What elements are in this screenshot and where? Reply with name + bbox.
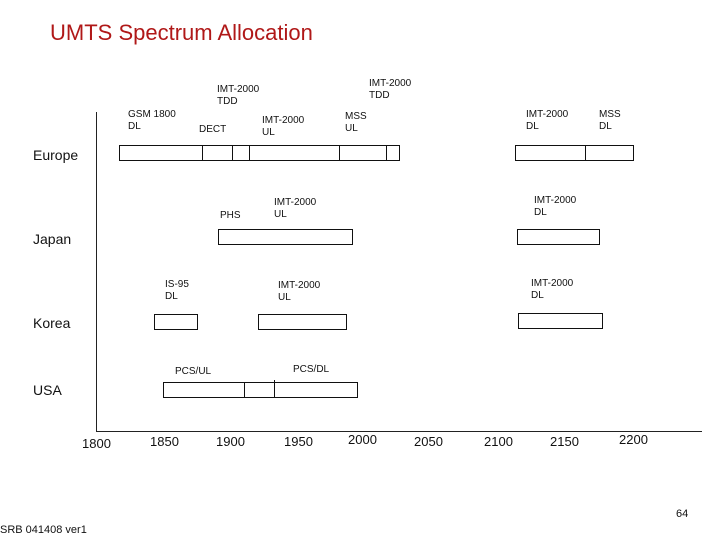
- label-korea-imt2000-dl: IMT-2000 DL: [531, 278, 574, 301]
- label-europe-imt2000-dl: IMT-2000 DL: [526, 109, 569, 132]
- japan-band-phs-ul: [218, 229, 353, 245]
- document-reference: SRB 041408 ver1: [0, 524, 87, 536]
- axis-tick-1900: 1900: [216, 434, 245, 449]
- label-europe-imt2000-tdd-upper: IMT-2000 TDD: [369, 78, 412, 101]
- korea-band-is95-dl: [154, 314, 198, 330]
- korea-band-imt-ul: [258, 314, 347, 330]
- label-europe-mss-ul: MSS UL: [345, 111, 367, 134]
- slide-title: UMTS Spectrum Allocation: [50, 20, 313, 45]
- usa-divider-pcs-dl: [274, 380, 275, 398]
- europe-divider-dect-tdd: [232, 145, 233, 161]
- axis-tick-2000: 2000: [348, 432, 377, 447]
- axis-tick-2150: 2150: [550, 434, 579, 449]
- europe-band-high: [515, 145, 634, 161]
- label-japan-imt2000-ul: IMT-2000 UL: [274, 197, 317, 220]
- usa-band-pcs: [163, 382, 358, 398]
- axis-tick-1950: 1950: [284, 434, 313, 449]
- axis-tick-2100: 2100: [484, 434, 513, 449]
- diagram-frequency-axis: [96, 431, 702, 432]
- label-usa-pcs-dl: PCS/DL: [293, 364, 330, 375]
- axis-tick-1850: 1850: [150, 434, 179, 449]
- axis-tick-2200: 2200: [619, 432, 648, 447]
- label-europe-dect: DECT: [199, 124, 227, 135]
- europe-divider-dl-mss: [585, 145, 586, 161]
- japan-band-dl: [517, 229, 600, 245]
- label-europe-mss-dl: MSS DL: [599, 109, 621, 132]
- label-europe-imt2000-ul: IMT-2000 UL: [262, 115, 305, 138]
- label-europe-gsm1800-dl: GSM 1800 DL: [128, 109, 176, 132]
- europe-band-low: [119, 145, 400, 161]
- region-label-japan: Japan: [33, 231, 72, 247]
- europe-divider-tdd-ul: [249, 145, 250, 161]
- korea-band-imt-dl: [518, 313, 603, 329]
- usa-divider-pcs-ul: [244, 382, 245, 398]
- europe-divider-ul-tdd: [339, 145, 340, 161]
- diagram-vertical-axis: [96, 112, 97, 432]
- region-label-korea: Korea: [33, 315, 71, 331]
- region-label-europe: Europe: [33, 147, 79, 163]
- label-korea-imt2000-ul: IMT-2000 UL: [278, 280, 321, 303]
- europe-divider-gsm-dect: [202, 145, 203, 161]
- axis-tick-2050: 2050: [414, 434, 443, 449]
- label-europe-imt2000-tdd: IMT-2000 TDD: [217, 84, 260, 107]
- europe-divider-tdd-mss: [386, 145, 387, 161]
- axis-tick-1800: 1800: [82, 436, 111, 451]
- label-japan-phs: PHS: [220, 210, 241, 221]
- label-korea-is95-dl: IS-95 DL: [165, 279, 189, 302]
- label-usa-pcs-ul: PCS/UL: [175, 366, 212, 377]
- label-japan-imt2000-dl: IMT-2000 DL: [534, 195, 577, 218]
- page-number: 64: [676, 508, 689, 520]
- region-label-usa: USA: [33, 382, 62, 398]
